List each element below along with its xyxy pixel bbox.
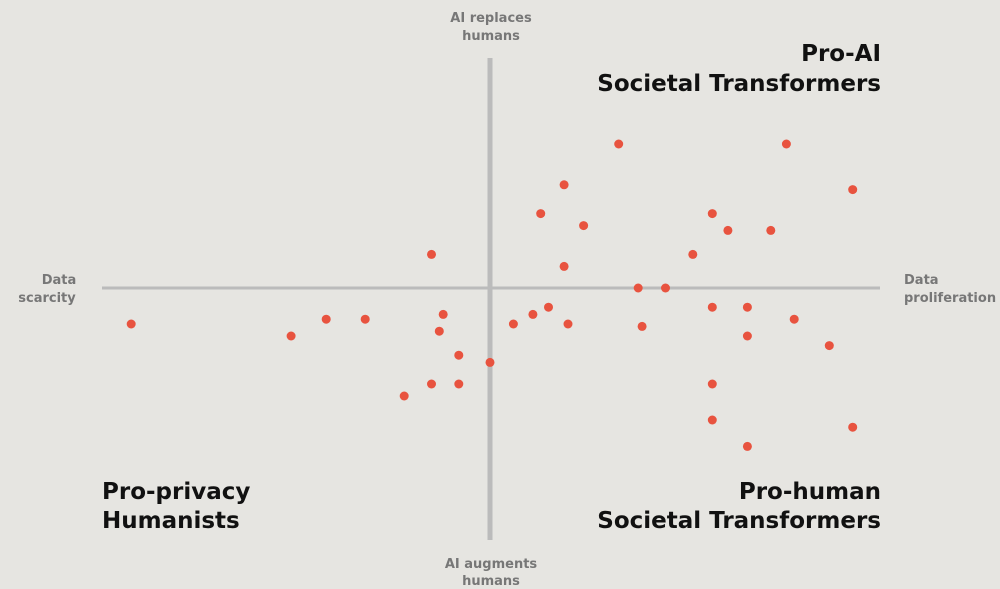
- axis-label: Data: [42, 273, 77, 288]
- point: [579, 221, 589, 231]
- point: [707, 302, 717, 312]
- quadrant-label: Pro-AI: [801, 41, 881, 67]
- quadrant-label: Pro-human: [739, 479, 881, 505]
- point: [321, 314, 331, 324]
- point: [707, 209, 717, 219]
- axis-label: humans: [462, 29, 520, 44]
- point: [454, 350, 464, 360]
- point: [434, 326, 444, 336]
- point: [848, 185, 858, 195]
- point: [723, 225, 733, 235]
- point: [614, 139, 624, 149]
- point: [688, 249, 698, 259]
- point: [485, 357, 495, 367]
- point: [508, 319, 518, 329]
- point: [707, 379, 717, 389]
- point: [559, 180, 569, 190]
- point: [563, 319, 573, 329]
- point: [559, 261, 569, 271]
- point: [707, 415, 717, 425]
- point: [742, 302, 752, 312]
- quadrant-label: Pro-privacy: [102, 479, 250, 505]
- point: [544, 302, 553, 312]
- point: [661, 283, 670, 293]
- point: [742, 441, 752, 451]
- quadrant-label: Humanists: [102, 508, 240, 534]
- point: [427, 249, 436, 259]
- point: [528, 309, 538, 319]
- point: [454, 379, 464, 389]
- axis-label: proliferation: [904, 291, 996, 306]
- quadrant-label: Societal Transformers: [597, 508, 881, 534]
- point: [427, 379, 436, 389]
- axis-label: scarcity: [18, 291, 76, 306]
- point: [766, 225, 776, 235]
- point: [286, 331, 296, 341]
- point: [742, 331, 752, 341]
- axis-label: Data: [904, 273, 939, 288]
- point: [633, 283, 643, 293]
- labels: AI replaces humans AI augments humans Da…: [18, 11, 996, 589]
- point: [781, 139, 791, 149]
- point: [126, 319, 136, 329]
- axis-label: AI replaces: [450, 11, 532, 26]
- point: [637, 321, 647, 331]
- point: [360, 314, 370, 324]
- axis-label: AI augments: [445, 557, 538, 572]
- point: [848, 422, 858, 432]
- point: [789, 314, 799, 324]
- point: [536, 209, 546, 219]
- quadrant-label: Societal Transformers: [597, 71, 881, 97]
- point: [824, 341, 834, 351]
- axis-label: humans: [462, 574, 520, 589]
- point: [438, 309, 448, 319]
- point: [399, 391, 409, 401]
